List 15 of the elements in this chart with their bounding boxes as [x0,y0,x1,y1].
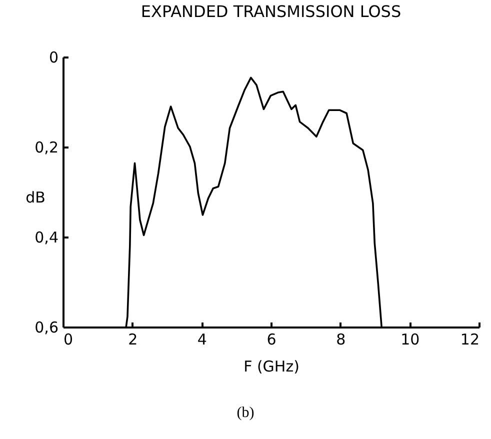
x-tick-label: 10 [400,330,420,348]
x-tick-label: 0 [64,330,74,348]
x-tick-label: 6 [266,330,276,348]
chart-title: EXPANDED TRANSMISSION LOSS [140,2,402,21]
x-tick-label: 4 [197,330,207,348]
text: (b) [236,405,256,422]
y-tick-label: 0,6 [34,318,58,336]
x-axis-title: F (GHz) [244,358,300,376]
y-tick-label: 0,4 [34,228,58,246]
x-tick-label: 2 [128,330,138,348]
x-tick-label: 8 [336,330,346,348]
y-axis-title: dB [26,188,46,206]
y-tick-label: 0,2 [34,138,58,156]
x-tick-label: 12 [460,330,480,348]
y-tick-label: 0 [48,48,58,66]
